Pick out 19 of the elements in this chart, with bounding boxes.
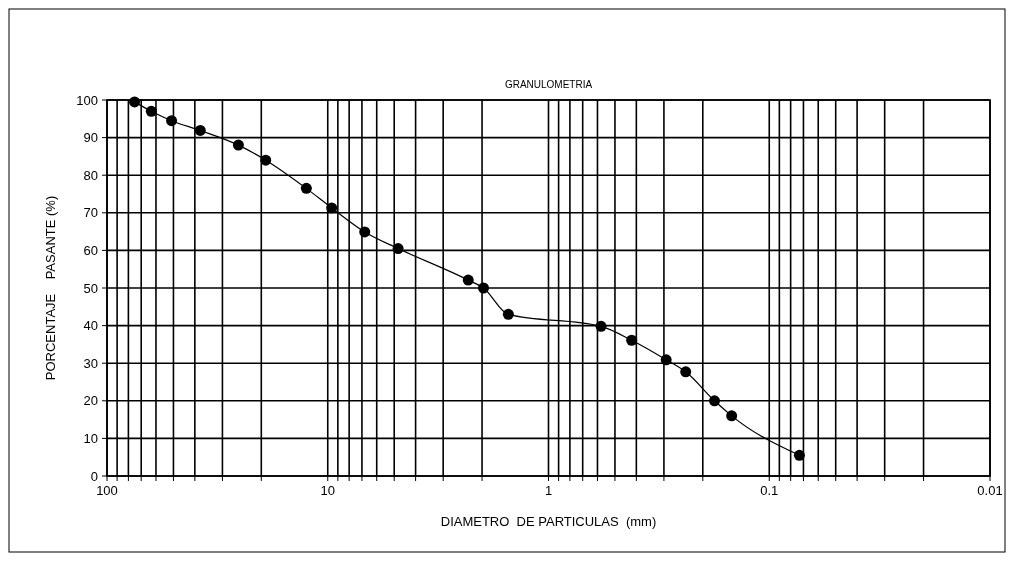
x-tick-label: 100	[96, 483, 118, 498]
y-axis-title: PORCENTAJE PASANTE (%)	[43, 195, 58, 381]
y-tick-label: 30	[83, 355, 98, 371]
y-tick-label: 60	[83, 242, 98, 258]
y-tick-label: 70	[83, 205, 98, 221]
y-tick-label: 40	[83, 318, 98, 334]
y-tick-label: 100	[76, 92, 98, 108]
x-tick-label: 1	[544, 483, 553, 498]
x-tick-label: 0.01	[977, 483, 1003, 498]
y-tick-label: 90	[83, 130, 98, 146]
chart-title: GRANULOMETRIA	[504, 79, 593, 90]
y-tick-label: 0	[90, 468, 98, 484]
x-tick-label: 10	[320, 483, 335, 498]
y-tick-label: 10	[83, 430, 98, 446]
y-tick-label: 50	[83, 280, 98, 296]
y-tick-label: 20	[83, 393, 98, 409]
y-tick-label: 80	[83, 167, 98, 183]
x-tick-label: 0.1	[760, 483, 779, 498]
x-axis-title: DIAMETRO DE PARTICULAS (mm)	[440, 514, 657, 529]
